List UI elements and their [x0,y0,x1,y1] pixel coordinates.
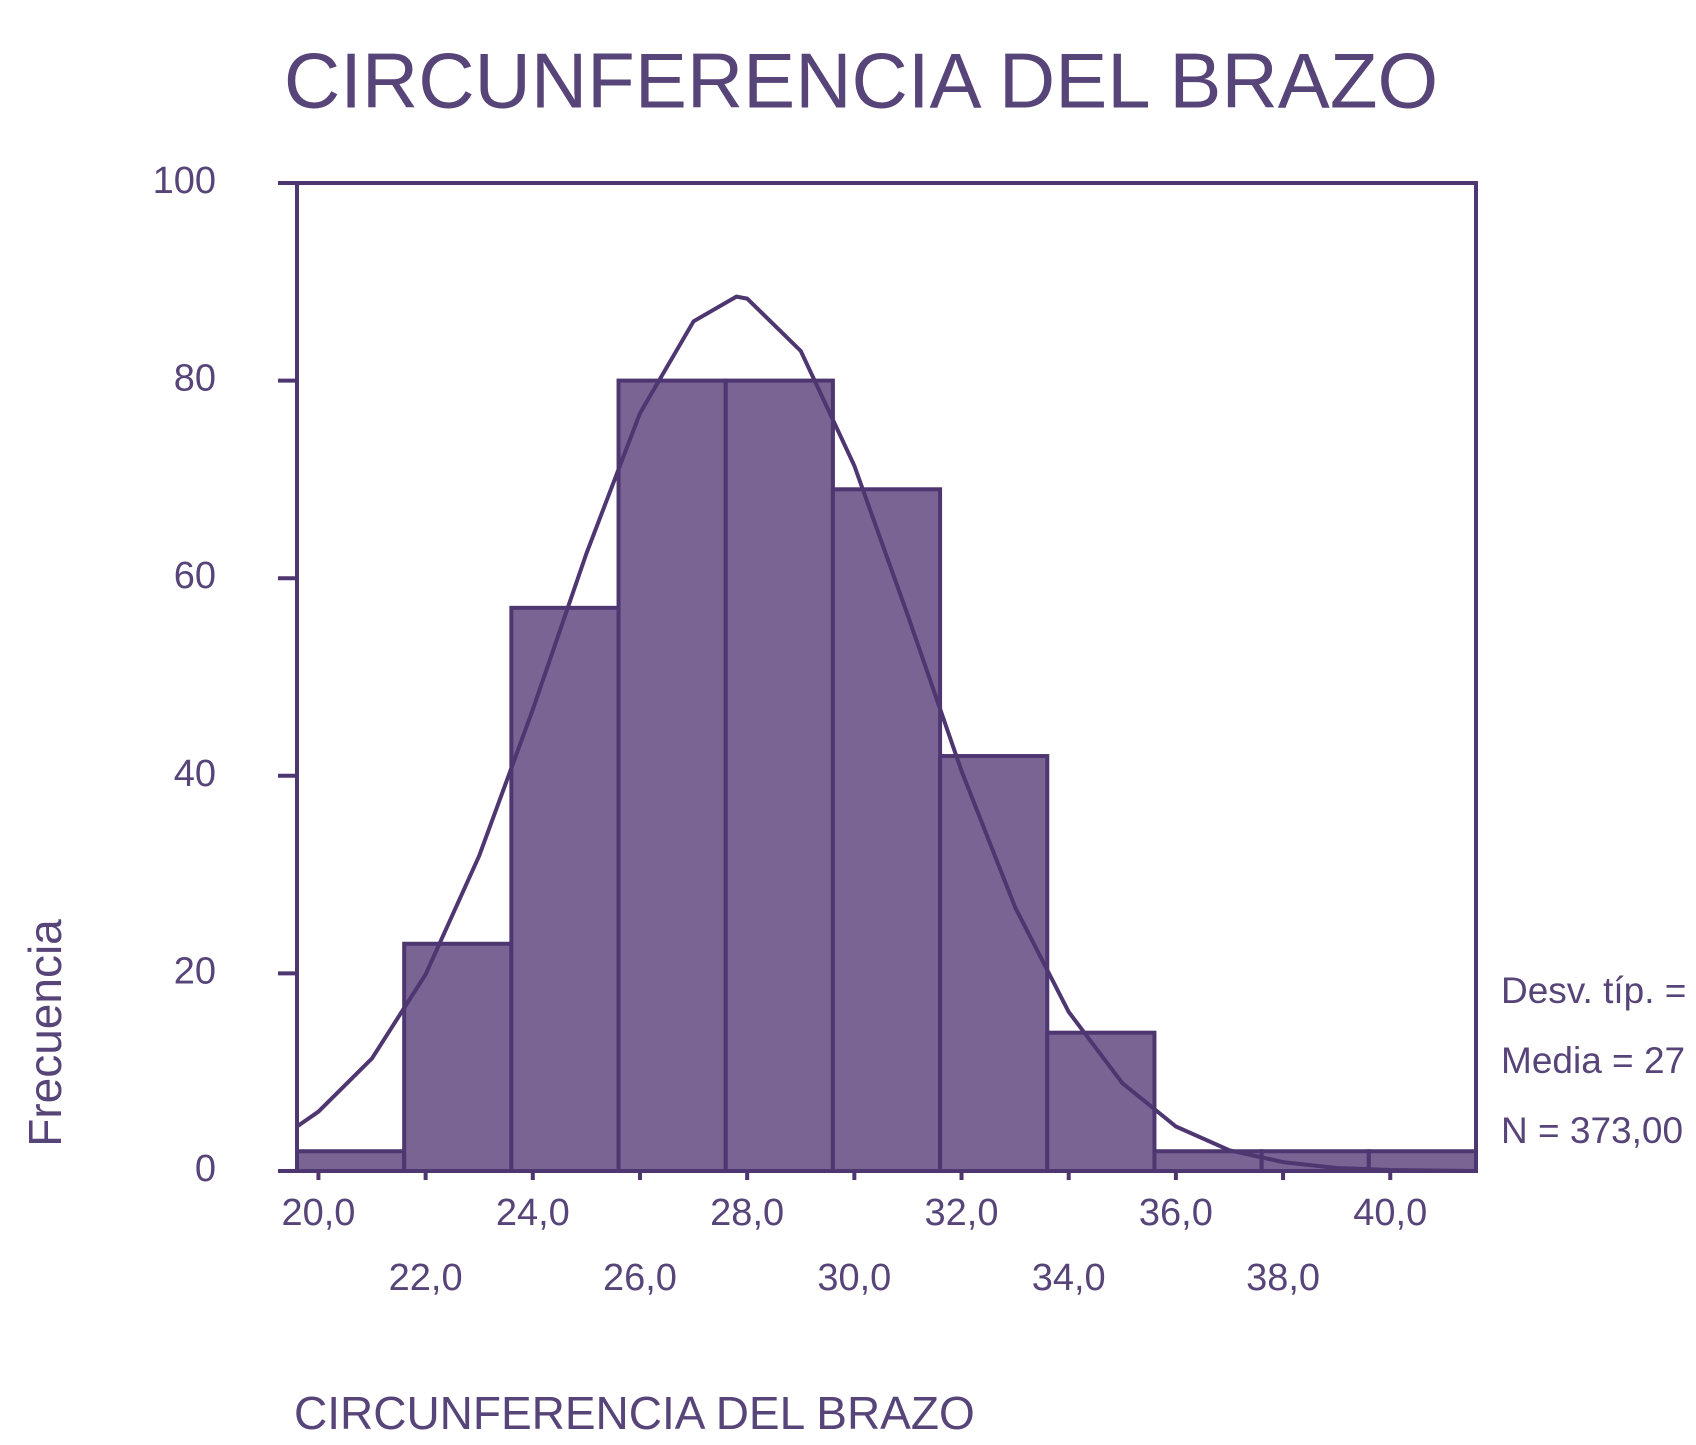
y-tick-label: 100 [153,160,216,202]
histogram-bar [509,605,621,1173]
histogram-bar [723,378,835,1174]
y-tick-label: 60 [174,555,216,597]
x-tick-label: 20,0 [281,1192,355,1234]
histogram-bar [616,378,728,1174]
x-tick-label: 28,0 [710,1192,784,1234]
x-axis-label: CIRCUNFERENCIA DEL BRAZO [294,1387,975,1439]
y-tick-label: 0 [195,1148,216,1190]
x-tick-label: 40,0 [1353,1192,1427,1234]
normal-curve [295,294,1477,1173]
stat-label: Media = 27 [1501,1040,1685,1081]
x-tick-label: 36,0 [1139,1192,1213,1234]
y-tick-label: 40 [174,753,216,795]
histogram-bar [402,941,514,1174]
histogram-bar [830,487,943,1173]
y-tick-label: 80 [174,358,216,400]
y-tick-label: 20 [174,950,216,992]
x-tick-label: 34,0 [1032,1257,1106,1299]
histogram-bar [295,1149,407,1173]
x-tick-label: 26,0 [603,1257,677,1299]
x-tick-label: 22,0 [389,1257,463,1299]
x-tick-label: 30,0 [817,1257,891,1299]
stat-label: N = 373,00 [1501,1110,1683,1151]
plot-frame [295,181,1478,1173]
x-tick-label: 32,0 [925,1192,999,1234]
histogram-bar [938,754,1050,1173]
y-axis-label: Frecuencia [19,919,71,1147]
chart-title: CIRCUNFERENCIA DEL BRAZO [284,37,1438,125]
x-tick-label: 38,0 [1246,1257,1320,1299]
x-tick-label: 24,0 [496,1192,570,1234]
stat-label: Desv. típ. = [1501,970,1686,1011]
